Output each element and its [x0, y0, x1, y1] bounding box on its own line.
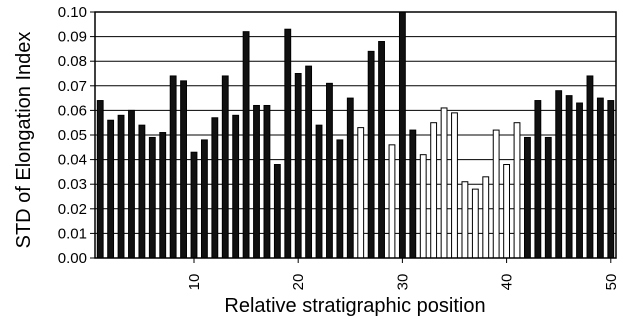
y-tick-label: 0.06	[58, 102, 87, 119]
bar-44	[544, 136, 552, 259]
bar-8	[169, 75, 177, 259]
bar-43	[534, 100, 542, 259]
bar-48	[586, 75, 594, 259]
bar-12	[211, 117, 219, 259]
x-tick-label: 50	[603, 274, 620, 291]
bar-11	[200, 139, 208, 259]
x-tick-label: 20	[290, 274, 307, 291]
bar-3	[117, 114, 125, 259]
bar-38	[482, 176, 490, 259]
bar-42	[524, 136, 531, 259]
y-tick-label: 0.03	[58, 176, 87, 193]
bar-28	[378, 41, 385, 259]
bar-27	[367, 50, 375, 259]
bar-25	[346, 97, 354, 259]
bar-26	[357, 127, 365, 259]
bar-45	[555, 90, 563, 259]
bar-5	[138, 124, 146, 259]
y-tick-labels: 0.00 0.01 0.02 0.03 0.04 0.05 0.06 0.07 0.08 0.09…	[58, 4, 87, 267]
bar-22	[315, 124, 323, 259]
x-tick-labels: 10 20 30 40 50	[186, 258, 620, 290]
bar-1	[96, 100, 104, 259]
bar-10	[190, 151, 198, 259]
bar-33	[430, 122, 438, 259]
bar-13	[221, 75, 229, 259]
bar-19	[284, 28, 292, 259]
bar-14	[232, 114, 240, 259]
bar-18	[273, 164, 281, 259]
bar-21	[305, 65, 313, 259]
bar-40	[503, 164, 511, 259]
bar-9	[180, 80, 187, 259]
x-tick-label: 10	[186, 274, 203, 291]
bar-29	[388, 144, 396, 259]
bar-20	[294, 73, 302, 259]
bar-4	[128, 109, 135, 259]
bar-7	[159, 132, 167, 259]
bar-34	[440, 107, 448, 259]
bar-36	[461, 181, 469, 259]
y-axis-title: STD of Elongation Index	[13, 32, 35, 249]
bar-6	[148, 136, 156, 259]
bar-15	[242, 31, 250, 259]
y-tick-label: 0.01	[58, 225, 87, 242]
bar-23	[326, 82, 333, 259]
y-tick-label: 0.00	[58, 250, 87, 267]
bar-37	[471, 188, 479, 259]
bar-32	[419, 154, 427, 259]
bar-30	[398, 11, 406, 259]
bar-49	[596, 97, 604, 259]
bar-50	[607, 100, 615, 259]
plot-frame	[94, 11, 617, 259]
bar-41	[513, 122, 521, 259]
bar-31	[409, 129, 417, 259]
bars	[96, 11, 615, 259]
bar-24	[336, 139, 344, 259]
bar-47	[576, 102, 583, 259]
bar-2	[107, 119, 115, 259]
y-tick-label: 0.07	[58, 78, 87, 95]
y-tick-label: 0.08	[58, 53, 87, 70]
y-tick-label: 0.10	[58, 4, 87, 21]
bar-35	[451, 112, 458, 259]
y-tick-label: 0.09	[58, 29, 87, 46]
bar-17	[263, 104, 271, 259]
bar-16	[253, 104, 260, 259]
bar-39	[492, 129, 500, 259]
x-tick-label: 40	[499, 274, 516, 291]
y-tick-label: 0.05	[58, 127, 87, 144]
bar-46	[565, 95, 573, 259]
x-axis-title: Relative stratigraphic position	[224, 295, 485, 317]
x-tick-label: 30	[394, 274, 411, 291]
y-tick-label: 0.04	[58, 152, 87, 169]
y-tick-label: 0.02	[58, 201, 87, 218]
